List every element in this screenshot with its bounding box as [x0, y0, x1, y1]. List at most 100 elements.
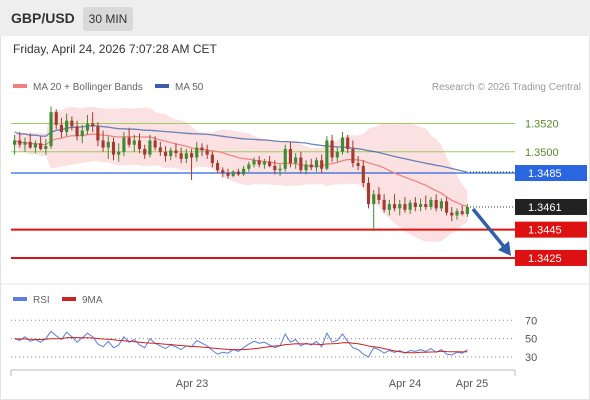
candle-body [96, 126, 100, 141]
candle-body [49, 112, 53, 147]
x-tick-0: Apr 23 [176, 378, 208, 390]
ma20-line [14, 133, 468, 207]
ma50-legend-swatch [155, 84, 169, 88]
rsi-tick-70: 70 [525, 315, 537, 327]
candle-body [424, 204, 428, 207]
level-tag-4 [515, 249, 587, 266]
forecast-arrow-head [498, 240, 511, 256]
candle-body [216, 163, 220, 171]
candle-body [335, 151, 339, 158]
rsi-legend-label: RSI [33, 295, 50, 306]
x-tick-2: Apr 25 [456, 378, 488, 390]
rsi-tick-30: 30 [525, 352, 537, 364]
ma20-legend-label: MA 20 + Bollinger Bands [33, 82, 143, 93]
candle-body [387, 204, 391, 210]
candle-body [127, 137, 131, 145]
candle-body [450, 212, 454, 216]
candle-body [377, 194, 381, 200]
candle-body [137, 140, 142, 149]
last-price-tag [515, 198, 587, 215]
candle-body [59, 124, 64, 132]
ma50-line [14, 124, 468, 173]
candle-body [65, 120, 69, 132]
candle-body [309, 164, 313, 168]
support-resistance-lines [11, 122, 515, 259]
candle-body [54, 112, 58, 125]
candle-body [299, 157, 303, 171]
candle-body [158, 147, 162, 152]
candle-body [75, 126, 79, 137]
candle-body [91, 123, 95, 127]
price-tags: 1.3520 1.3500 1.3485 1.3445 1.3425 1.3461 [515, 118, 587, 266]
candle-body [398, 204, 402, 209]
candle-body [189, 153, 194, 158]
candle-body [106, 141, 110, 148]
credit-label: Research © 2026 Trading Central [432, 82, 581, 93]
candle-body [210, 154, 214, 164]
level-tag-2 [515, 165, 587, 182]
candle-body [351, 148, 355, 164]
candle-body [143, 148, 147, 155]
rsi-ma-line [14, 336, 468, 354]
rsi-ma-legend-swatch [62, 297, 76, 301]
candle-body [460, 211, 464, 215]
candle-body [252, 160, 256, 165]
candle-body [163, 151, 168, 157]
timeframe-button[interactable]: 30 MIN [83, 7, 133, 31]
candle-body [403, 204, 407, 210]
level-tag-3 [515, 221, 587, 238]
level-label-0: 1.3520 [525, 118, 559, 130]
candle-body [262, 161, 266, 165]
candle-body [148, 140, 152, 155]
candle-body [340, 137, 345, 152]
candle-body [44, 146, 48, 149]
candle-body [268, 161, 272, 166]
candle-body [439, 201, 443, 209]
candle-body [278, 168, 282, 171]
candle-body [257, 160, 261, 165]
rsi-line [14, 330, 468, 358]
candle-body [366, 182, 371, 205]
candle-body [179, 153, 183, 159]
candle-body [85, 123, 90, 131]
candle-body [80, 130, 84, 137]
candle-body [247, 164, 251, 169]
candle-body [418, 204, 423, 207]
candle-body [122, 137, 126, 152]
last-price-label: 1.3461 [528, 202, 562, 214]
candle-body [18, 140, 22, 145]
chart-header: GBP/USD 30 MIN [0, 0, 590, 36]
candle-body [205, 150, 209, 155]
candle-body [13, 140, 17, 145]
rsi-tick-50: 50 [525, 334, 537, 346]
candle-body [101, 140, 105, 148]
candle-body [429, 199, 433, 207]
candle-body [195, 147, 199, 158]
symbol-title: GBP/USD [11, 10, 75, 26]
x-tick-1: Apr 24 [389, 378, 421, 390]
candle-body [413, 202, 417, 207]
ma20-legend-swatch [13, 84, 27, 88]
candle-body [346, 137, 350, 149]
candle-body [392, 204, 397, 209]
candle-body [200, 147, 204, 151]
candle-body [33, 143, 37, 148]
candle-body [153, 140, 157, 148]
candle-body [325, 140, 329, 169]
candle-body [314, 160, 319, 168]
candle-body [372, 194, 376, 205]
top-legend: MA 20 + Bollinger Bands MA 50 Research ©… [13, 82, 581, 93]
candle-body [288, 148, 293, 164]
candles [13, 106, 469, 232]
candle-body [117, 151, 121, 155]
candle-body [226, 173, 230, 176]
candle-body [283, 148, 287, 169]
candle-body [294, 157, 298, 164]
candle-body [382, 199, 386, 210]
rsi-ma-legend-label: 9MA [82, 295, 103, 306]
candle-body [23, 141, 27, 145]
rsi-panel [14, 330, 468, 358]
moving-averages [14, 124, 468, 207]
candle-body [169, 150, 173, 157]
